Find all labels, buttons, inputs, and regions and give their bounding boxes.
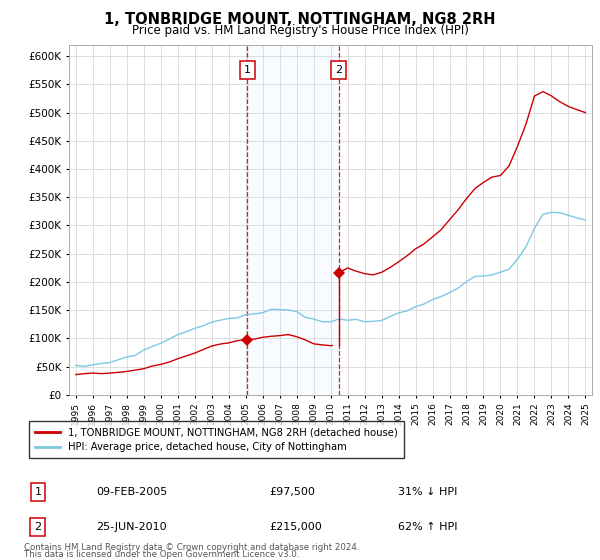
Text: This data is licensed under the Open Government Licence v3.0.: This data is licensed under the Open Gov…: [24, 550, 299, 559]
Text: £215,000: £215,000: [269, 522, 322, 532]
Text: 25-JUN-2010: 25-JUN-2010: [97, 522, 167, 532]
Text: Price paid vs. HM Land Registry's House Price Index (HPI): Price paid vs. HM Land Registry's House …: [131, 24, 469, 36]
Text: 62% ↑ HPI: 62% ↑ HPI: [398, 522, 457, 532]
Text: 1: 1: [244, 65, 251, 75]
Text: 09-FEB-2005: 09-FEB-2005: [97, 487, 168, 497]
Text: 2: 2: [335, 65, 343, 75]
Text: 1: 1: [34, 487, 41, 497]
Text: 1, TONBRIDGE MOUNT, NOTTINGHAM, NG8 2RH: 1, TONBRIDGE MOUNT, NOTTINGHAM, NG8 2RH: [104, 12, 496, 27]
Text: 2: 2: [34, 522, 41, 532]
Bar: [247, 45, 339, 395]
Legend: 1, TONBRIDGE MOUNT, NOTTINGHAM, NG8 2RH (detached house), HPI: Average price, de: 1, TONBRIDGE MOUNT, NOTTINGHAM, NG8 2RH …: [29, 421, 404, 458]
Text: £97,500: £97,500: [269, 487, 316, 497]
Text: 31% ↓ HPI: 31% ↓ HPI: [398, 487, 457, 497]
Text: Contains HM Land Registry data © Crown copyright and database right 2024.: Contains HM Land Registry data © Crown c…: [24, 543, 359, 552]
